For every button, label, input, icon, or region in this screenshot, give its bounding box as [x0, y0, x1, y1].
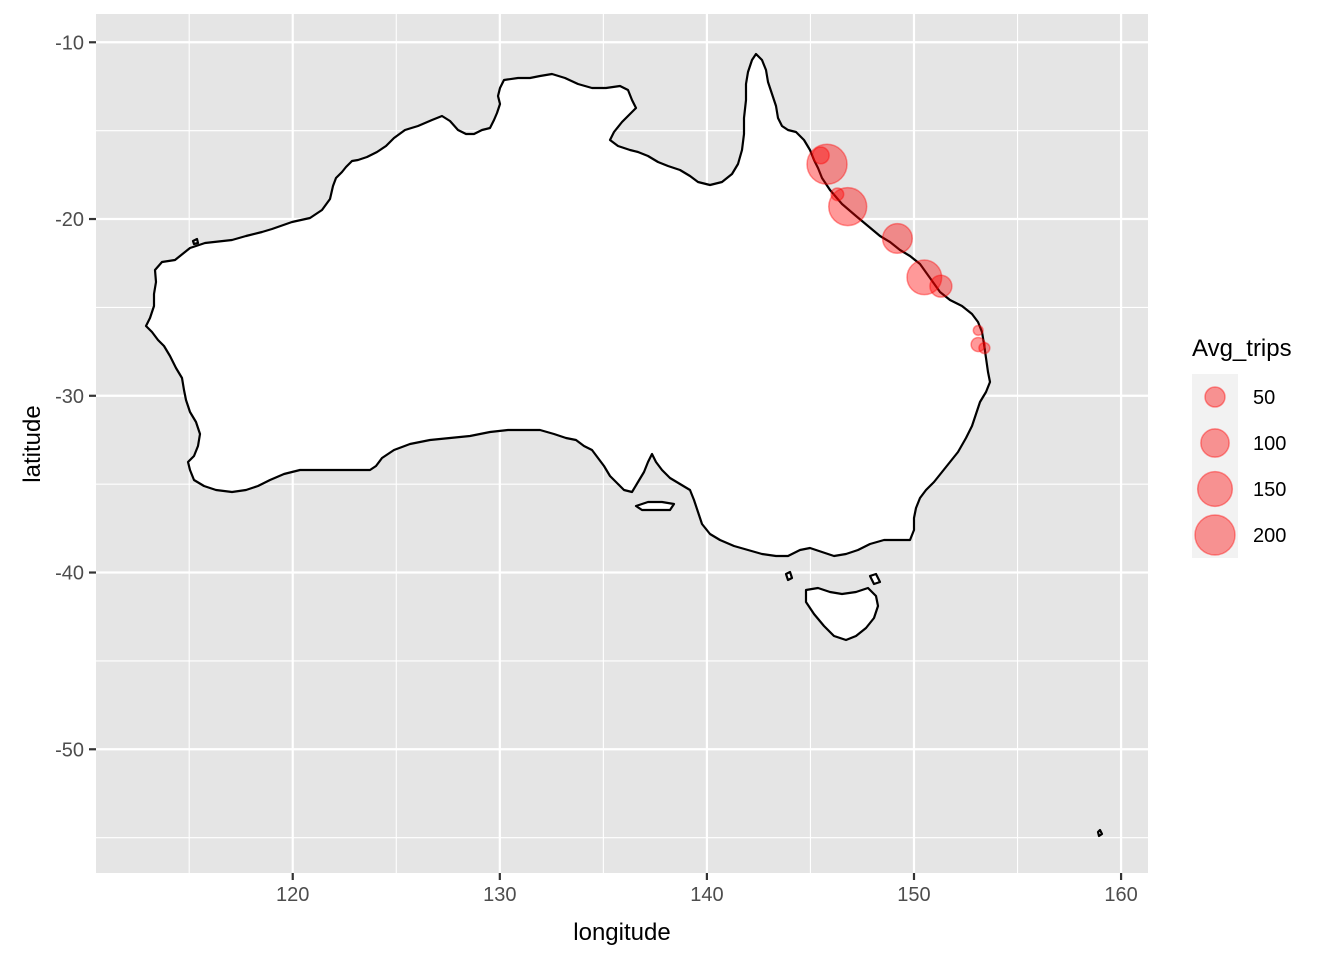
legend-label: 200	[1253, 525, 1286, 547]
legend-title: Avg_trips	[1192, 335, 1292, 362]
x-tick-label: 120	[276, 884, 309, 906]
legend-key-circle	[1204, 386, 1226, 408]
mainland-coastline	[144, 52, 992, 558]
legend-label: 50	[1253, 387, 1275, 409]
y-tick-label: -10	[55, 32, 84, 54]
y-tick-label: -30	[55, 386, 84, 408]
flinders-island-coastline	[868, 572, 882, 586]
legend-label: 150	[1253, 479, 1286, 501]
x-tick-label: 150	[897, 884, 930, 906]
tasmania-coastline	[804, 586, 880, 642]
x-axis: 120 130 140 150 160	[276, 873, 1138, 906]
avg-trips-point	[828, 186, 868, 227]
legend-items: 50 100 150 200	[1194, 386, 1286, 556]
avg-trips-point	[929, 274, 953, 298]
y-axis-title: latitude	[19, 405, 46, 482]
barrow-island-coastline	[191, 237, 200, 246]
legend-key-circle	[1194, 514, 1236, 556]
x-tick-label: 140	[690, 884, 723, 906]
avg-trips-point	[970, 336, 987, 353]
macquarie-island-coastline	[1096, 828, 1104, 838]
australia-landmass	[144, 52, 1104, 838]
avg-trips-point	[972, 324, 984, 337]
x-tick-label: 130	[483, 884, 516, 906]
avg-trips-point	[978, 341, 991, 355]
avg-trips-point	[906, 259, 943, 296]
y-tick-label: -20	[55, 209, 84, 231]
x-axis-title: longitude	[573, 919, 670, 946]
avg-trips-point	[806, 143, 848, 185]
x-tick-label: 160	[1104, 884, 1137, 906]
legend-label: 100	[1253, 433, 1286, 455]
legend-key-circle	[1196, 470, 1234, 508]
avg-trips-point	[881, 222, 914, 255]
avg-trips-point	[830, 187, 845, 202]
legend-key-background	[1192, 374, 1238, 558]
kangaroo-island-coastline	[634, 500, 676, 512]
avg-trips-point	[811, 146, 830, 165]
avg-trips-points	[806, 143, 991, 355]
size-legend: Avg_trips 50 100 150 200	[1192, 335, 1292, 558]
legend-key-circle	[1200, 428, 1230, 458]
y-tick-label: -50	[55, 739, 84, 761]
y-axis: -10 -20 -30 -40 -50	[55, 32, 96, 761]
king-island-coastline	[784, 570, 794, 582]
y-tick-label: -40	[55, 563, 84, 585]
